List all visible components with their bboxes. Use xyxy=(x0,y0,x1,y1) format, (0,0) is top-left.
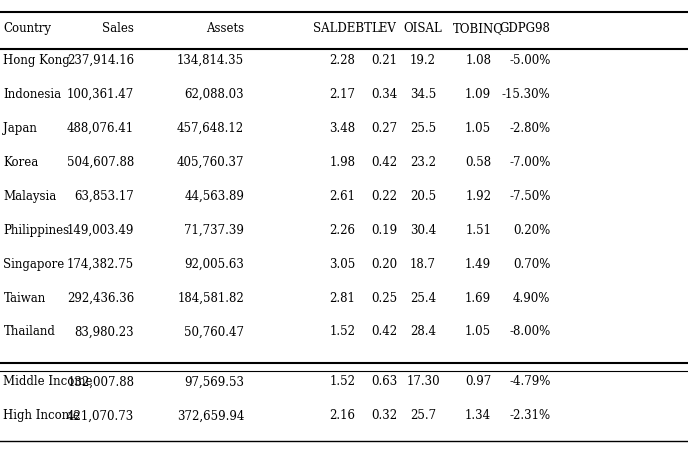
Text: OISAL: OISAL xyxy=(404,22,442,35)
Text: 149,003.49: 149,003.49 xyxy=(67,224,134,237)
Text: 132,007.88: 132,007.88 xyxy=(67,375,134,389)
Text: 237,914.16: 237,914.16 xyxy=(67,54,134,67)
Text: Malaysia: Malaysia xyxy=(3,190,56,203)
Text: Hong Kong: Hong Kong xyxy=(3,54,70,67)
Text: 2.81: 2.81 xyxy=(330,292,356,305)
Text: Sales: Sales xyxy=(103,22,134,35)
Text: 97,569.53: 97,569.53 xyxy=(184,375,244,389)
Text: 0.63: 0.63 xyxy=(371,375,397,389)
Text: 405,760.37: 405,760.37 xyxy=(177,156,244,169)
Text: Japan: Japan xyxy=(3,122,37,135)
Text: 488,076.41: 488,076.41 xyxy=(67,122,134,135)
Text: 1.92: 1.92 xyxy=(465,190,491,203)
Text: 1.09: 1.09 xyxy=(465,88,491,101)
Text: SALDEBT: SALDEBT xyxy=(313,22,372,35)
Text: 25.7: 25.7 xyxy=(410,409,436,422)
Text: Middle Income: Middle Income xyxy=(3,375,93,389)
Text: 1.49: 1.49 xyxy=(465,258,491,271)
Text: 100,361.47: 100,361.47 xyxy=(67,88,134,101)
Text: 0.21: 0.21 xyxy=(371,54,397,67)
Text: 0.20: 0.20 xyxy=(371,258,397,271)
Text: -5.00%: -5.00% xyxy=(509,54,550,67)
Text: 50,760.47: 50,760.47 xyxy=(184,325,244,339)
Text: 0.19: 0.19 xyxy=(371,224,397,237)
Text: 0.20%: 0.20% xyxy=(513,224,550,237)
Text: 25.4: 25.4 xyxy=(410,292,436,305)
Text: 0.42: 0.42 xyxy=(371,156,397,169)
Text: 0.22: 0.22 xyxy=(371,190,397,203)
Text: 4.90%: 4.90% xyxy=(513,292,550,305)
Text: 2.61: 2.61 xyxy=(330,190,356,203)
Text: 1.05: 1.05 xyxy=(465,325,491,339)
Text: 23.2: 23.2 xyxy=(410,156,436,169)
Text: 1.34: 1.34 xyxy=(465,409,491,422)
Text: 0.27: 0.27 xyxy=(371,122,397,135)
Text: -8.00%: -8.00% xyxy=(509,325,550,339)
Text: 174,382.75: 174,382.75 xyxy=(67,258,134,271)
Text: Korea: Korea xyxy=(3,156,39,169)
Text: GDPG98: GDPG98 xyxy=(499,22,550,35)
Text: 19.2: 19.2 xyxy=(410,54,436,67)
Text: 134,814.35: 134,814.35 xyxy=(177,54,244,67)
Text: -4.79%: -4.79% xyxy=(509,375,550,389)
Text: 1.52: 1.52 xyxy=(330,375,356,389)
Text: 1.51: 1.51 xyxy=(465,224,491,237)
Text: 92,005.63: 92,005.63 xyxy=(184,258,244,271)
Text: 1.08: 1.08 xyxy=(465,54,491,67)
Text: 292,436.36: 292,436.36 xyxy=(67,292,134,305)
Text: 2.16: 2.16 xyxy=(330,409,356,422)
Text: High Income: High Income xyxy=(3,409,80,422)
Text: Thailand: Thailand xyxy=(3,325,55,339)
Text: 1.05: 1.05 xyxy=(465,122,491,135)
Text: 0.34: 0.34 xyxy=(371,88,397,101)
Text: -7.50%: -7.50% xyxy=(509,190,550,203)
Text: 83,980.23: 83,980.23 xyxy=(74,325,134,339)
Text: 44,563.89: 44,563.89 xyxy=(184,190,244,203)
Text: 20.5: 20.5 xyxy=(410,190,436,203)
Text: 0.58: 0.58 xyxy=(465,156,491,169)
Text: 0.97: 0.97 xyxy=(465,375,491,389)
Text: 34.5: 34.5 xyxy=(410,88,436,101)
Text: Philippines: Philippines xyxy=(3,224,69,237)
Text: 0.42: 0.42 xyxy=(371,325,397,339)
Text: 3.48: 3.48 xyxy=(330,122,356,135)
Text: Country: Country xyxy=(3,22,52,35)
Text: Singapore: Singapore xyxy=(3,258,65,271)
Text: 63,853.17: 63,853.17 xyxy=(74,190,134,203)
Text: 0.32: 0.32 xyxy=(371,409,397,422)
Text: Taiwan: Taiwan xyxy=(3,292,45,305)
Text: 2.17: 2.17 xyxy=(330,88,356,101)
Text: TOBINQ: TOBINQ xyxy=(453,22,504,35)
Text: 62,088.03: 62,088.03 xyxy=(184,88,244,101)
Text: 0.25: 0.25 xyxy=(371,292,397,305)
Text: -2.31%: -2.31% xyxy=(509,409,550,422)
Text: LEV: LEV xyxy=(372,22,396,35)
Text: 0.70%: 0.70% xyxy=(513,258,550,271)
Text: 184,581.82: 184,581.82 xyxy=(178,292,244,305)
Text: 28.4: 28.4 xyxy=(410,325,436,339)
Text: 3.05: 3.05 xyxy=(330,258,356,271)
Text: -2.80%: -2.80% xyxy=(509,122,550,135)
Text: 372,659.94: 372,659.94 xyxy=(177,409,244,422)
Text: 1.52: 1.52 xyxy=(330,325,356,339)
Text: 17.30: 17.30 xyxy=(407,375,440,389)
Text: 1.69: 1.69 xyxy=(465,292,491,305)
Text: 18.7: 18.7 xyxy=(410,258,436,271)
Text: 30.4: 30.4 xyxy=(410,224,436,237)
Text: 2.28: 2.28 xyxy=(330,54,356,67)
Text: -15.30%: -15.30% xyxy=(502,88,550,101)
Text: Indonesia: Indonesia xyxy=(3,88,61,101)
Text: 25.5: 25.5 xyxy=(410,122,436,135)
Text: 2.26: 2.26 xyxy=(330,224,356,237)
Text: 457,648.12: 457,648.12 xyxy=(177,122,244,135)
Text: 421,070.73: 421,070.73 xyxy=(67,409,134,422)
Text: 1.98: 1.98 xyxy=(330,156,356,169)
Text: 71,737.39: 71,737.39 xyxy=(184,224,244,237)
Text: Assets: Assets xyxy=(206,22,244,35)
Text: -7.00%: -7.00% xyxy=(509,156,550,169)
Text: 504,607.88: 504,607.88 xyxy=(67,156,134,169)
